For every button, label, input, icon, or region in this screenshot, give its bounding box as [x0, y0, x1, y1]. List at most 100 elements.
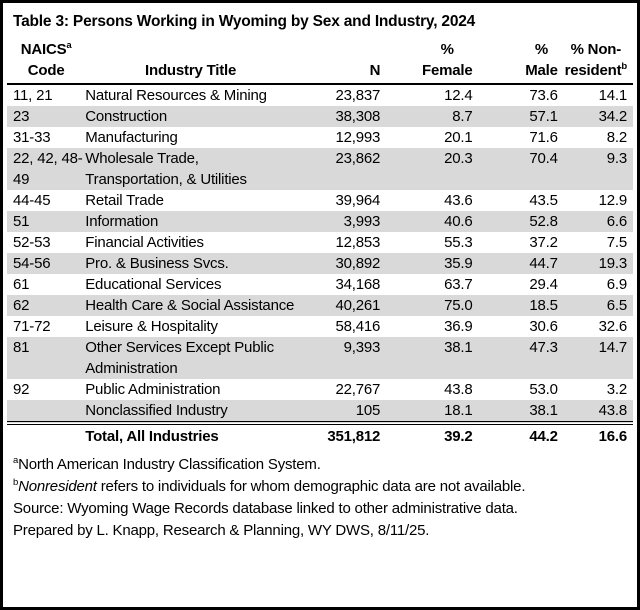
footnote-b-marker: b — [13, 477, 19, 488]
col-header-pct-male: % Male — [478, 39, 564, 85]
cell-n: 22,767 — [335, 381, 381, 398]
cell-industry-title: Financial Activities — [85, 234, 204, 251]
cell-pct-female: 20.1 — [444, 129, 473, 146]
cell-n: 105 — [355, 402, 381, 419]
cell-pct-female: 20.3 — [444, 150, 473, 167]
cell-pct-nonresident: 8.2 — [606, 129, 627, 146]
cell-pct-male: 73.6 — [529, 87, 558, 104]
cell-code — [7, 400, 85, 423]
cell-industry-title: Information — [85, 213, 159, 230]
footnotes: aNorth American Industry Classification … — [7, 447, 633, 542]
cell-pct-male: 70.4 — [529, 150, 558, 167]
footnote-a: aNorth American Industry Classification … — [13, 455, 321, 473]
cell-pct-male: 43.5 — [529, 192, 558, 209]
table-row: 22, 42, 48-49 Wholesale Trade, Transporta… — [7, 148, 633, 190]
cell-pct-female: 35.9 — [444, 255, 473, 272]
cell-pct-male: 53.0 — [529, 381, 558, 398]
cell-code: 81 — [13, 339, 30, 356]
cell-code: 61 — [13, 276, 30, 293]
cell-n: 23,837 — [335, 87, 381, 104]
footnote-b-ref: b — [621, 61, 627, 72]
cell-industry-title: Pro. & Business Svcs. — [85, 255, 229, 272]
total-cell-code — [7, 421, 86, 447]
cell-industry-title: Health Care & Social Assistance — [85, 297, 295, 314]
table-row: 44-45 Retail Trade 39,964 43.6 43.5 12.9 — [7, 190, 633, 211]
cell-n: 9,393 — [343, 339, 381, 356]
table-row: 31-33 Manufacturing 12,993 20.1 71.6 8.2 — [7, 127, 633, 148]
cell-code: 22, 42, 48-49 — [13, 150, 83, 188]
table-row: 81 Other Services Except Public Administr… — [7, 337, 633, 379]
cell-n: 40,261 — [335, 297, 381, 314]
cell-n: 12,853 — [335, 234, 381, 251]
cell-code: 44-45 — [13, 192, 51, 209]
header-row: NAICSa Code Industry Title N % Female % … — [7, 39, 633, 85]
cell-industry-title: Manufacturing — [85, 129, 178, 146]
cell-pct-nonresident: 19.3 — [598, 255, 628, 272]
cell-pct-female: 43.6 — [444, 192, 473, 209]
cell-n: 38,308 — [335, 108, 381, 125]
cell-pct-female: 63.7 — [444, 276, 473, 293]
footnote-a-marker: a — [13, 455, 19, 466]
cell-pct-nonresident: 14.7 — [598, 339, 628, 356]
cell-n: 12,993 — [335, 129, 381, 146]
cell-pct-female: 55.3 — [444, 234, 473, 251]
cell-code: 11, 21 — [13, 87, 53, 104]
cell-pct-male: 29.4 — [529, 276, 558, 293]
cell-industry-title: Leisure & Hospitality — [85, 318, 218, 335]
table-row: 92 Public Administration 22,767 43.8 53.0 3.2 — [7, 379, 633, 400]
cell-code: 54-56 — [13, 255, 51, 272]
table-row: 23 Construction 38,308 8.7 57.1 34.2 — [7, 106, 633, 127]
table-row: 71-72 Leisure & Hospitality 58,416 36.9 30.6… — [7, 316, 633, 337]
cell-pct-male: 47.3 — [529, 339, 558, 356]
table-body: 11, 21 Natural Resources & Mining 23,837 12… — [7, 84, 633, 423]
total-cell-n: 351,812 — [295, 421, 387, 447]
cell-pct-male: 44.7 — [529, 255, 558, 272]
table-row: 54-56 Pro. & Business Svcs. 30,892 35.9 44.7… — [7, 253, 633, 274]
cell-industry-title: Other Services Except Public Administrat… — [85, 339, 274, 377]
table-header: NAICSa Code Industry Title N % Female % … — [7, 39, 633, 85]
col-header-n: N — [295, 39, 387, 85]
cell-industry-title: Retail Trade — [85, 192, 164, 209]
table-row: 51 Information 3,993 40.6 52.8 6.6 — [7, 211, 633, 232]
cell-pct-female: 43.8 — [444, 381, 473, 398]
total-row: Total, All Industries 351,812 39.2 44.2 … — [7, 421, 633, 447]
cell-pct-female: 36.9 — [444, 318, 473, 335]
cell-pct-nonresident: 34.2 — [598, 108, 628, 125]
cell-pct-nonresident: 32.6 — [598, 318, 628, 335]
cell-n: 23,862 — [335, 150, 381, 167]
table-row: 11, 21 Natural Resources & Mining 23,837 12… — [7, 84, 633, 106]
cell-pct-nonresident: 14.1 — [598, 87, 628, 104]
cell-industry-title: Nonclassified Industry — [85, 402, 228, 419]
cell-pct-female: 12.4 — [444, 87, 473, 104]
footnote-b: bNonresident refers to individuals for w… — [13, 477, 526, 495]
table-footer: Total, All Industries 351,812 39.2 44.2 … — [7, 421, 633, 447]
cell-pct-female: 75.0 — [444, 297, 473, 314]
cell-industry-title: Wholesale Trade, Transportation, & Utili… — [85, 150, 247, 188]
total-cell-title: Total, All Industries — [85, 421, 296, 447]
cell-pct-nonresident: 3.2 — [606, 381, 627, 398]
cell-industry-title: Public Administration — [85, 381, 221, 398]
industry-table: NAICSa Code Industry Title N % Female % … — [7, 39, 633, 447]
footnote-a-ref: a — [66, 40, 72, 51]
cell-pct-nonresident: 43.8 — [598, 402, 628, 419]
cell-code: 23 — [13, 108, 30, 125]
cell-pct-male: 52.8 — [529, 213, 558, 230]
cell-pct-male: 37.2 — [529, 234, 558, 251]
source-note: Source: Wyoming Wage Records database li… — [13, 500, 518, 517]
table-row: Nonclassified Industry 105 18.1 38.1 43.8 — [7, 400, 633, 423]
cell-pct-male: 57.1 — [529, 108, 558, 125]
cell-code: 71-72 — [13, 318, 51, 335]
table-title: Table 3: Persons Working in Wyoming by S… — [13, 13, 476, 30]
cell-pct-male: 38.1 — [529, 402, 558, 419]
cell-code: 51 — [13, 213, 30, 230]
cell-pct-male: 30.6 — [529, 318, 558, 335]
cell-code: 92 — [13, 381, 30, 398]
cell-pct-nonresident: 9.3 — [606, 150, 627, 167]
cell-code: 31-33 — [13, 129, 51, 146]
cell-n: 34,168 — [335, 276, 381, 293]
table-row: 52-53 Financial Activities 12,853 55.3 37.2 7… — [7, 232, 633, 253]
cell-n: 3,993 — [343, 213, 381, 230]
col-header-naics-code: NAICSa Code — [7, 39, 86, 85]
total-cell-nonresident: 16.6 — [563, 421, 633, 447]
